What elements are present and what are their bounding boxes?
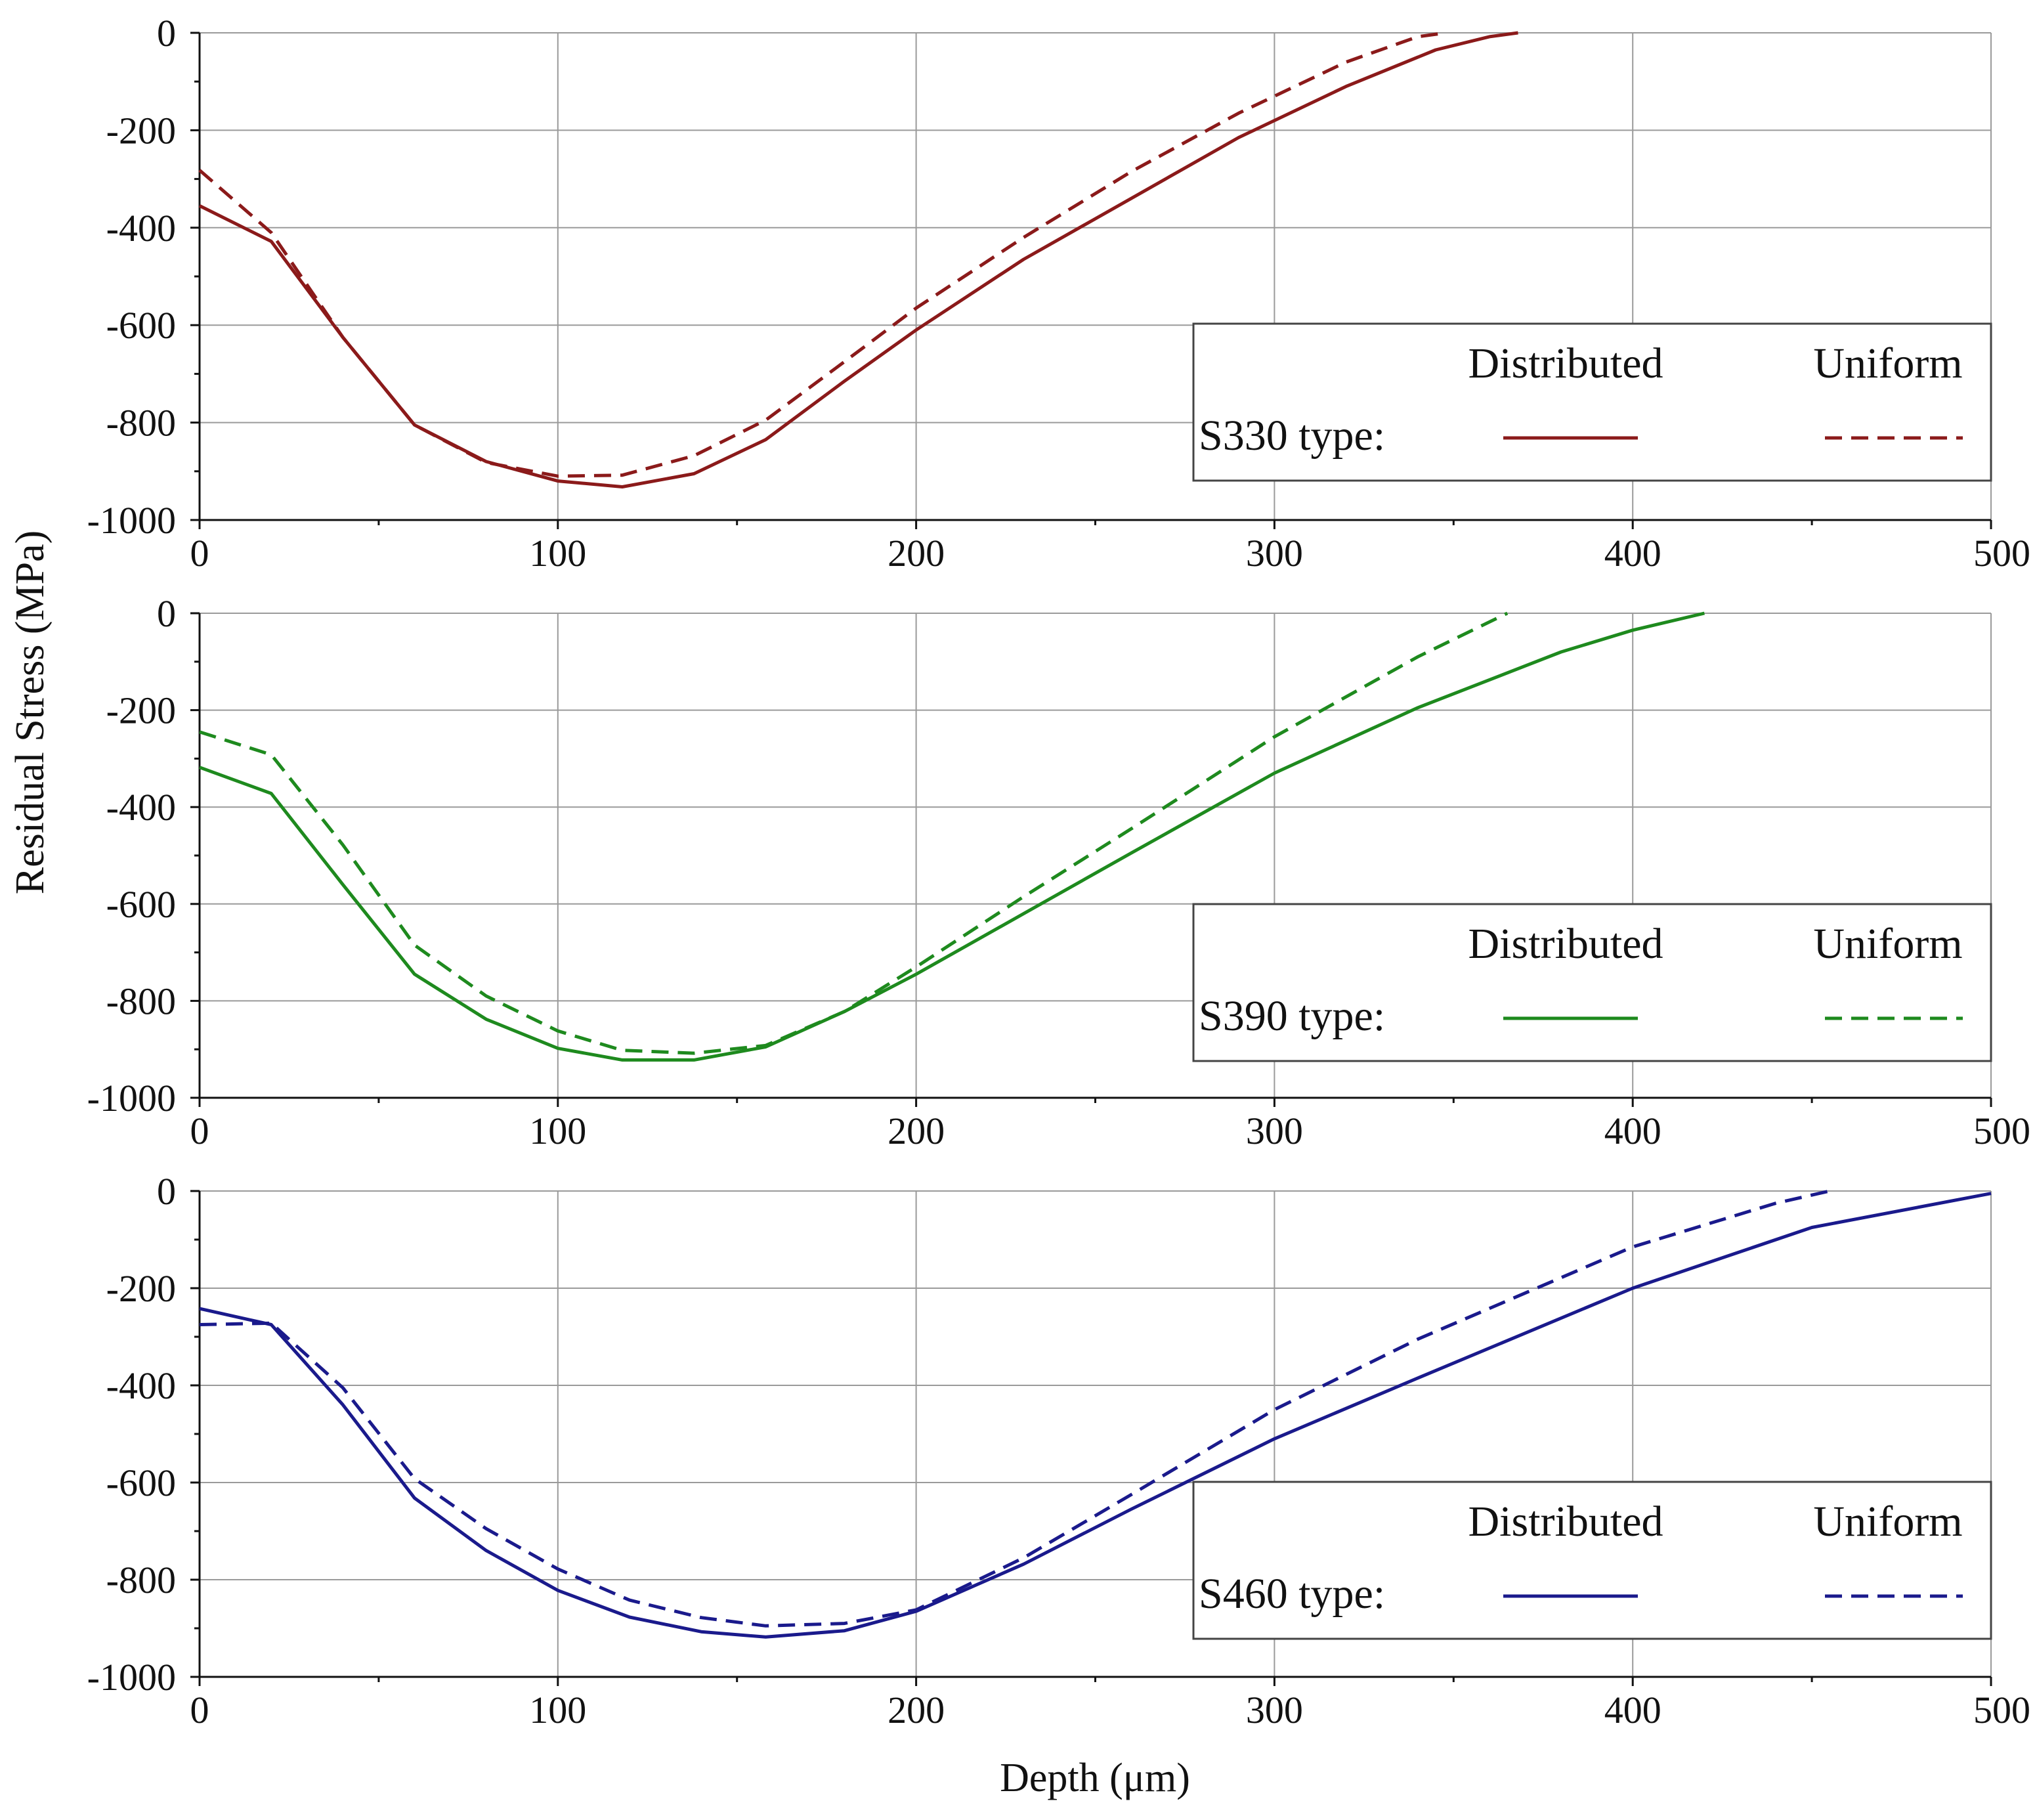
x-tick-label: 300 [1246,532,1303,574]
y-tick-label: -600 [106,883,176,926]
x-tick-label: 100 [529,1110,586,1152]
chart-panels: 0 -200 -400 -600 -800 -1000 0 100 200 300 400 500 Di… [87,12,2030,1731]
x-tick-label: 0 [190,532,209,574]
legend-header-distributed: Distributed [1468,339,1663,387]
x-tick-label: 200 [888,1110,945,1152]
legend-box [1192,903,1992,1062]
chart-panel-middle: 0 -200 -400 -600 -800 -1000 0 100 200 300 400 500 Di… [87,592,2030,1152]
y-tick-label: -600 [106,1462,176,1504]
y-tick-label: -400 [106,1364,176,1407]
x-tick-label: 400 [1604,1689,1661,1731]
x-tick-label: 500 [1973,532,2030,574]
series-line-uniform [199,1189,1830,1628]
x-tick-label: 200 [888,1689,945,1731]
legend-header-uniform: Uniform [1813,339,1962,387]
y-tick-label: -800 [106,402,176,444]
y-tick-label: -1000 [87,1077,176,1119]
x-tick-label: 300 [1246,1110,1303,1152]
x-tick-label: 300 [1246,1689,1303,1731]
x-tick-label: 100 [529,1689,586,1731]
legend-header-uniform: Uniform [1813,1498,1962,1546]
chart-panel-top: 0 -200 -400 -600 -800 -1000 0 100 200 300 400 500 Di… [87,12,2030,574]
x-tick-label: 200 [888,532,945,574]
y-tick-label: -400 [106,786,176,829]
chart-panel-bottom: 0 -200 -400 -600 -800 -1000 0 100 200 300 400 500 Di… [87,1170,2030,1731]
y-tick-label: -600 [106,304,176,347]
x-tick-label: 400 [1604,1110,1661,1152]
x-tick-label: 0 [190,1110,209,1152]
y-tick-label: 0 [157,12,176,54]
x-axis-title: Depth (μm) [1000,1756,1190,1800]
series-line-distributed [199,1192,1992,1639]
y-tick-label: -400 [106,207,176,249]
x-tick-label: 100 [529,532,586,574]
series-line-distributed [199,611,1705,1062]
y-tick-label: 0 [157,1170,176,1213]
series-line-uniform [198,31,1447,478]
legend-row-label: S460 type: [1199,1570,1385,1618]
legend-row-label: S330 type: [1199,412,1385,460]
x-tick-label: 0 [190,1689,209,1731]
y-tick-label: -200 [106,1267,176,1310]
legend-box [1192,1481,1992,1640]
y-tick-label: -200 [106,689,176,732]
x-tick-label: 400 [1604,532,1661,574]
series-line-uniform [199,611,1509,1055]
y-tick-label: -1000 [87,499,176,542]
y-axis-title: Residual Stress (MPa) [8,531,53,895]
y-tick-label: 0 [157,592,176,635]
x-tick-label: 500 [1973,1689,2030,1731]
legend-box [1192,322,1992,482]
legend-row-label: S390 type: [1199,992,1385,1040]
y-tick-label: -1000 [87,1656,176,1699]
y-tick-label: -800 [106,980,176,1022]
legend-header-uniform: Uniform [1813,920,1962,968]
x-tick-label: 500 [1973,1110,2030,1152]
y-tick-label: -800 [106,1559,176,1601]
legend-header-distributed: Distributed [1468,1498,1663,1546]
y-tick-label: -200 [106,109,176,152]
legend-header-distributed: Distributed [1468,920,1663,968]
